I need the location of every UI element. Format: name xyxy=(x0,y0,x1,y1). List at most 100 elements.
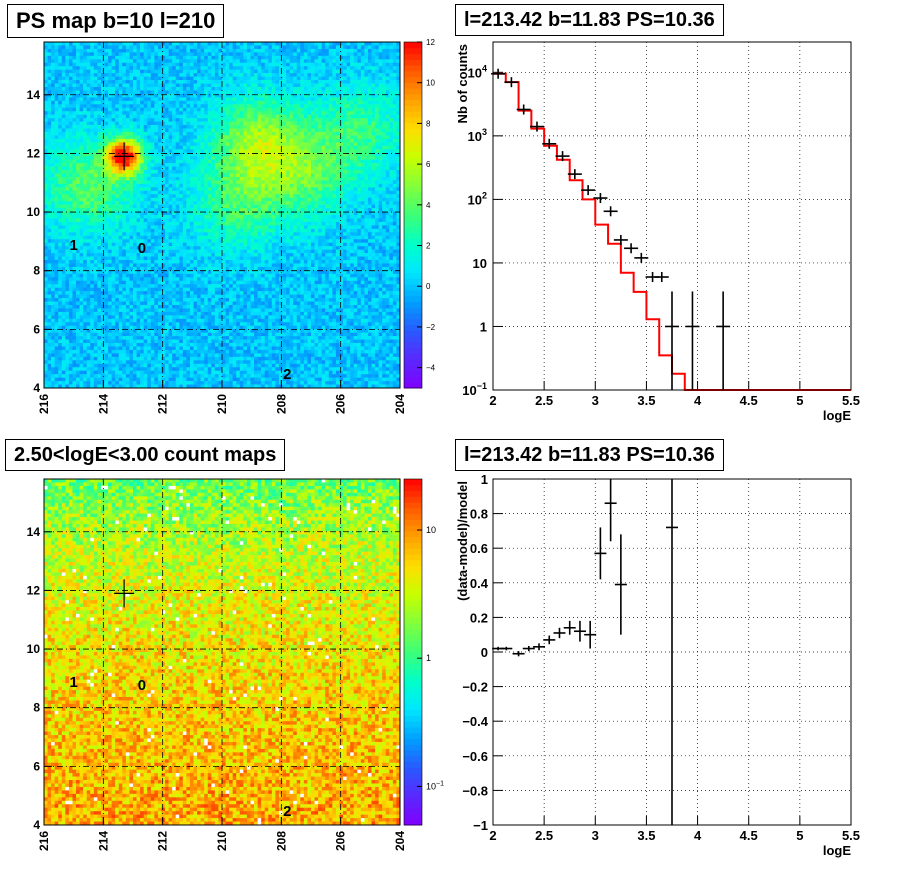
colorbar-segment xyxy=(404,508,422,514)
colorbar-tick-label: 2 xyxy=(426,242,431,251)
colorbar-segment xyxy=(404,296,422,302)
source-label: 2 xyxy=(283,803,291,820)
y-tick-label: 0 xyxy=(481,645,488,660)
colorbar-segment xyxy=(404,479,422,485)
colorbar-segment xyxy=(404,589,422,595)
x-tick-label: 210 xyxy=(215,831,229,851)
colorbar-segment xyxy=(404,186,422,192)
y-tick-label: 14 xyxy=(27,88,41,102)
colorbar-segment xyxy=(404,255,422,261)
x-tick-label: 2 xyxy=(489,828,496,843)
colorbar-segment xyxy=(404,325,422,331)
ps-map-title: PS map b=10 l=210 xyxy=(7,4,224,38)
x-tick-label: 3.5 xyxy=(637,828,655,843)
colorbar-tick-label: 8 xyxy=(426,119,431,128)
colorbar-segment xyxy=(404,756,422,762)
colorbar-segment xyxy=(404,371,422,377)
y-tick-label: 10 xyxy=(27,642,41,656)
colorbar-segment xyxy=(404,623,422,629)
x-tick-label: 2.5 xyxy=(535,828,553,843)
colorbar-segment xyxy=(404,198,422,204)
y-tick-label: −1 xyxy=(473,818,488,833)
colorbar-segment xyxy=(404,221,422,227)
colorbar-segment xyxy=(404,209,422,215)
colorbar-tick-label: −2 xyxy=(426,323,436,332)
y-tick-label: 4 xyxy=(33,381,40,395)
colorbar-segment xyxy=(404,600,422,606)
y-tick-label: 10 xyxy=(473,256,487,271)
colorbar-segment xyxy=(404,71,422,77)
colorbar-segment xyxy=(404,721,422,727)
y-tick-label: 6 xyxy=(33,322,40,336)
colorbar-segment xyxy=(404,594,422,600)
colorbar-segment xyxy=(404,687,422,693)
colorbar-segment xyxy=(404,542,422,548)
colorbar-segment xyxy=(404,42,422,48)
colorbar-tick-label: 10−1 xyxy=(426,780,444,791)
colorbar-segment xyxy=(404,727,422,733)
y-tick-label: 0.8 xyxy=(470,507,488,522)
colorbar-segment xyxy=(404,491,422,497)
colorbar-segment xyxy=(404,715,422,721)
x-tick-label: 4.5 xyxy=(740,393,758,408)
colorbar-segment xyxy=(404,502,422,508)
x-tick-label: 210 xyxy=(215,394,229,414)
colorbar-segment xyxy=(404,767,422,773)
colorbar-segment xyxy=(404,140,422,146)
colorbar-segment xyxy=(404,704,422,710)
colorbar-segment xyxy=(404,698,422,704)
source-label: 1 xyxy=(69,674,77,691)
colorbar-segment xyxy=(404,808,422,814)
x-axis-label: logE xyxy=(823,408,851,423)
colorbar-segment xyxy=(404,111,422,117)
colorbar-segment xyxy=(404,100,422,106)
colorbar-segment xyxy=(404,238,422,244)
y-tick-label: 8 xyxy=(33,264,40,278)
colorbar-segment xyxy=(404,485,422,491)
colorbar-segment xyxy=(404,313,422,319)
colorbar-segment xyxy=(404,750,422,756)
colorbar-segment xyxy=(404,531,422,537)
colorbar-segment xyxy=(404,77,422,83)
colorbar-segment xyxy=(404,681,422,687)
y-axis-label: (data-model)/model xyxy=(455,481,470,601)
colorbar-tick-label: 0 xyxy=(426,282,431,291)
colorbar-segment xyxy=(404,180,422,186)
colorbar-segment xyxy=(404,733,422,739)
y-tick-label: 0.6 xyxy=(470,541,488,556)
y-tick-label: −0.2 xyxy=(462,680,488,695)
x-tick-label: 4.5 xyxy=(740,828,758,843)
x-tick-label: 204 xyxy=(393,831,407,851)
x-tick-label: 216 xyxy=(37,831,51,851)
x-tick-label: 4 xyxy=(694,828,702,843)
colorbar-segment xyxy=(404,560,422,566)
colorbar-segment xyxy=(404,88,422,94)
colorbar-segment xyxy=(404,348,422,354)
colorbar-segment xyxy=(404,336,422,342)
colorbar-segment xyxy=(404,129,422,135)
colorbar-segment xyxy=(404,790,422,796)
count-map-title: 2.50<logE<3.00 count maps xyxy=(5,439,285,471)
colorbar-segment xyxy=(404,169,422,175)
colorbar-segment xyxy=(404,302,422,308)
colorbar-tick-label: 4 xyxy=(426,201,431,210)
colorbar-segment xyxy=(404,762,422,768)
y-tick-label: 12 xyxy=(27,146,41,160)
colorbar-segment xyxy=(404,54,422,60)
colorbar-segment xyxy=(404,267,422,273)
colorbar-segment xyxy=(404,496,422,502)
x-tick-label: 2.5 xyxy=(535,393,553,408)
colorbar-segment xyxy=(404,779,422,785)
x-tick-label: 214 xyxy=(96,394,110,414)
source-label: 0 xyxy=(138,677,146,694)
colorbar-segment xyxy=(404,652,422,658)
y-tick-label: 0.4 xyxy=(470,576,489,591)
x-tick-label: 5.5 xyxy=(842,828,860,843)
x-tick-label: 206 xyxy=(334,831,348,851)
